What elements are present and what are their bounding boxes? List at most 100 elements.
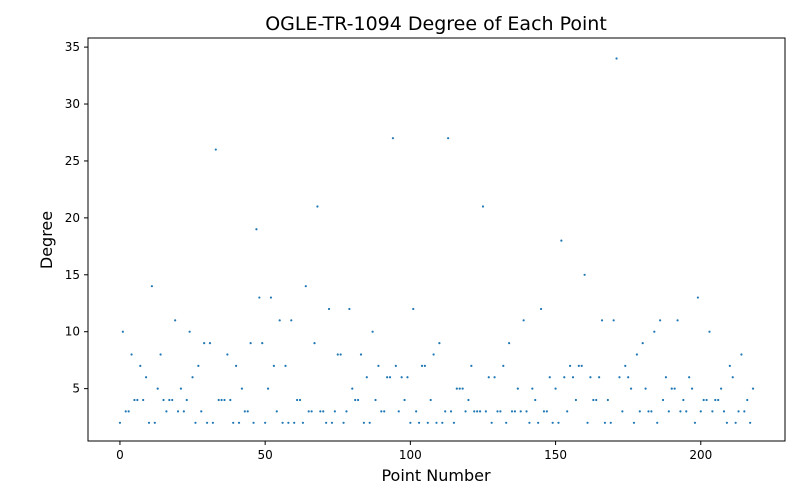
data-point [139, 364, 142, 367]
data-point [307, 410, 310, 413]
data-point [638, 410, 641, 413]
data-point [313, 342, 316, 345]
data-point [333, 410, 336, 413]
data-point [121, 330, 124, 333]
data-point [240, 387, 244, 390]
data-point [342, 421, 345, 424]
data-point [147, 421, 151, 424]
data-point [269, 296, 273, 299]
data-point [176, 410, 180, 413]
data-point [351, 387, 354, 390]
data-point [130, 353, 133, 356]
data-point [627, 376, 630, 379]
data-point [182, 410, 185, 413]
data-point [153, 421, 156, 424]
data-point [432, 353, 435, 356]
data-point [124, 410, 127, 413]
data-point [711, 410, 714, 413]
data-point [255, 228, 258, 231]
data-point [751, 387, 755, 390]
data-point [679, 410, 682, 413]
data-point [278, 319, 281, 322]
data-point [720, 387, 723, 390]
data-point [722, 410, 726, 413]
data-point [676, 319, 679, 322]
data-point [455, 387, 458, 390]
data-point [211, 421, 214, 424]
data-point [737, 410, 740, 413]
y-tick-label: 25 [65, 154, 80, 168]
x-axis-ticks: 0 50 100 150 200 [116, 441, 712, 462]
data-point [490, 421, 493, 424]
data-point [406, 376, 409, 379]
data-point [235, 364, 238, 367]
data-point [600, 319, 604, 322]
x-tick-label: 50 [258, 448, 273, 462]
data-point [417, 421, 421, 424]
data-point [174, 319, 177, 322]
data-point [388, 376, 392, 379]
data-point [156, 387, 159, 390]
data-point [429, 398, 432, 402]
data-point [577, 364, 580, 367]
data-point [743, 410, 746, 413]
data-point [359, 353, 363, 356]
data-point [551, 421, 554, 424]
data-point [516, 387, 519, 390]
data-point [386, 376, 389, 379]
data-point [310, 410, 313, 413]
data-point [513, 410, 517, 413]
data-point [226, 353, 229, 356]
data-point [481, 205, 485, 208]
data-point [118, 421, 122, 424]
y-axis-ticks: 5 10 15 20 25 30 35 [65, 40, 88, 396]
data-point [266, 387, 270, 390]
data-point [632, 421, 636, 424]
data-point [528, 421, 531, 424]
data-point [659, 319, 662, 322]
data-point [133, 398, 136, 402]
data-point [374, 398, 377, 402]
data-point [200, 410, 203, 413]
data-points [118, 57, 755, 424]
data-point [179, 387, 183, 390]
data-point [525, 410, 528, 413]
data-point [531, 387, 534, 390]
data-point [339, 353, 342, 356]
data-point [542, 410, 546, 413]
data-point [380, 410, 383, 413]
data-point [229, 398, 232, 402]
y-tick-label: 20 [65, 211, 80, 225]
data-point [583, 273, 586, 276]
data-point [661, 398, 665, 402]
data-point [391, 137, 395, 140]
data-point [435, 421, 438, 424]
data-point [629, 387, 633, 390]
data-point [574, 398, 578, 402]
data-point [298, 398, 302, 402]
data-point [438, 342, 441, 345]
data-point [365, 376, 368, 379]
data-point [618, 376, 621, 379]
data-point [441, 421, 444, 424]
data-point [281, 421, 284, 424]
data-point [690, 387, 694, 390]
data-point [568, 364, 572, 367]
data-point [168, 398, 171, 402]
data-point [635, 353, 638, 356]
data-point [537, 421, 540, 424]
data-point [188, 330, 191, 333]
data-point [197, 364, 200, 367]
data-point [144, 376, 148, 379]
plot-frame [87, 37, 786, 442]
data-point [609, 421, 612, 424]
data-point [502, 364, 505, 367]
data-point [586, 421, 589, 424]
data-point [519, 410, 522, 413]
data-point [127, 410, 130, 413]
data-point [688, 376, 691, 379]
data-point [624, 364, 627, 367]
data-point [383, 410, 386, 413]
data-point [563, 376, 566, 379]
data-point [150, 285, 153, 288]
